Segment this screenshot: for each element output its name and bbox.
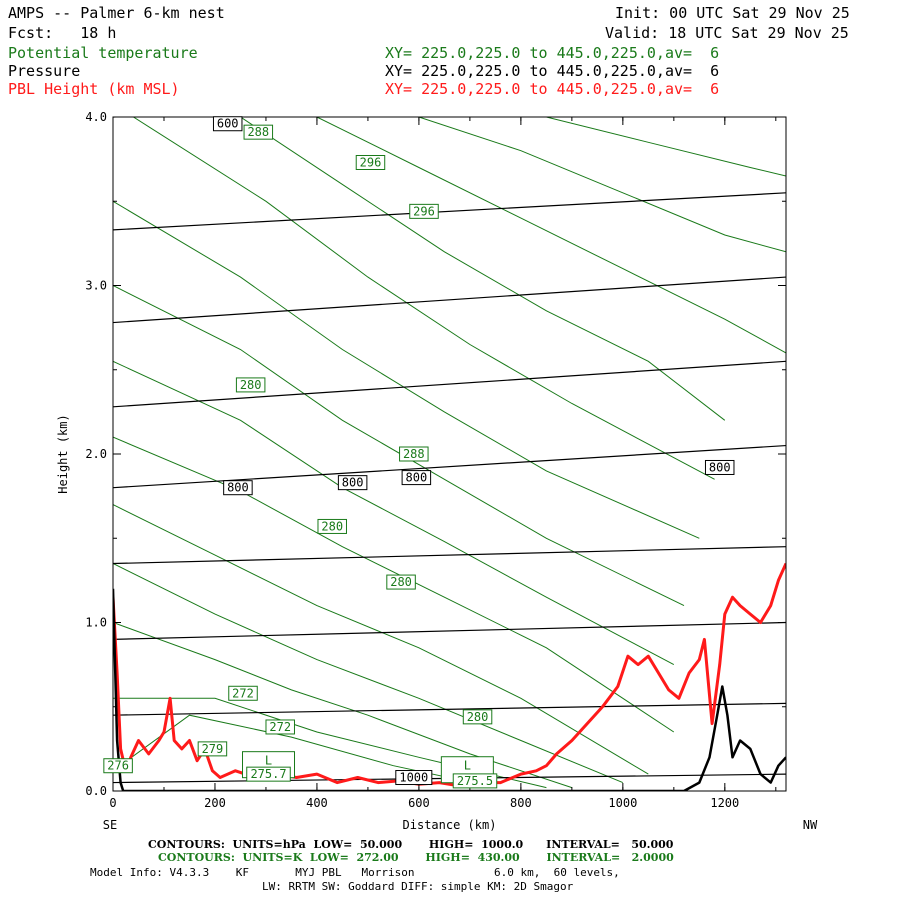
theta-contour-label: 280 bbox=[390, 575, 412, 589]
theta-contour-label-box bbox=[228, 685, 258, 701]
theta-contour-label-box bbox=[197, 741, 228, 757]
x-start-label: SE bbox=[103, 818, 117, 832]
field-xy-pbl: XY= 225.0,225.0 to 445.0,225.0,av= 6 bbox=[385, 80, 720, 98]
pressure-contour-line bbox=[113, 621, 786, 640]
theta-contour-label: 288 bbox=[403, 447, 425, 461]
pressure-contour-label-box bbox=[212, 116, 243, 132]
theta-contour-line bbox=[113, 200, 700, 539]
x-tick-label: 600 bbox=[408, 796, 430, 810]
valid-time: Valid: 18 UTC Sat 29 Nov 25 bbox=[605, 24, 849, 42]
theta-contour-label-box bbox=[399, 446, 429, 462]
theta-contour-label: 272 bbox=[232, 686, 254, 700]
x-axis-label: Distance (km) bbox=[403, 818, 497, 832]
theta-contour-label-box bbox=[265, 719, 295, 735]
y-tick-label: 1.0 bbox=[85, 616, 107, 630]
footer-model-info: Model Info: V4.3.3 KF MYJ PBL Morrison 6… bbox=[90, 866, 620, 879]
field-name-pressure: Pressure bbox=[8, 62, 81, 80]
field-name-pbl: PBL Height (km MSL) bbox=[8, 80, 180, 98]
y-axis-label: Height (km) bbox=[56, 414, 70, 493]
pressure-contour-line bbox=[113, 117, 129, 118]
field-xy-pressure: XY= 225.0,225.0 to 445.0,225.0,av= 6 bbox=[385, 62, 720, 80]
axis-ticks: 0 200 400 600 800 1000 1200 0.0 1.0 2.0 3.0 4.0 bbox=[85, 110, 786, 810]
field-xy-theta: XY= 225.0,225.0 to 445.0,225.0,av= 6 bbox=[385, 44, 720, 62]
terrain-line bbox=[113, 588, 786, 791]
theta-contour-line bbox=[113, 285, 685, 607]
theta-contour-label-box bbox=[452, 773, 498, 789]
x-tick-label: 0 bbox=[109, 796, 116, 810]
theta-contour-line bbox=[316, 117, 786, 354]
pressure-contours bbox=[113, 117, 786, 784]
theta-contour-label: 280 bbox=[467, 710, 489, 724]
theta-contour-line bbox=[546, 117, 786, 177]
x-tick-label: 800 bbox=[510, 796, 532, 810]
x-tick-label: 1200 bbox=[710, 796, 739, 810]
theta-contour-line bbox=[113, 622, 573, 789]
pressure-contour-line bbox=[113, 276, 786, 324]
theta-contour-label-box bbox=[246, 766, 291, 782]
theta-contour-label-box bbox=[386, 574, 416, 590]
theta-contour-label-box bbox=[462, 709, 493, 725]
theta-contour-label: 275.5 bbox=[457, 774, 493, 788]
theta-contour-line bbox=[240, 117, 726, 421]
theta-contour-label-box bbox=[317, 518, 347, 534]
pressure-contour-label: 1000 bbox=[399, 771, 428, 785]
theta-contour-label: 296 bbox=[360, 155, 382, 169]
theta-contour-line bbox=[418, 117, 786, 253]
theta-contour-label: 296 bbox=[413, 204, 435, 218]
theta-contour-label: 279 bbox=[202, 742, 224, 756]
theta-contour-line bbox=[113, 504, 649, 775]
theta-contour-label-box bbox=[243, 124, 274, 140]
forecast-hour: Fcst: 18 h bbox=[8, 24, 117, 42]
theta-contour-label-box bbox=[409, 203, 439, 219]
footer-theta-contours: CONTOURS: UNITS=K LOW= 272.00 HIGH= 430.… bbox=[158, 851, 674, 864]
theta-contour-label: 280 bbox=[321, 519, 343, 533]
pressure-contour-line bbox=[113, 546, 786, 565]
theta-contour-label: 272 bbox=[269, 720, 291, 734]
theta-contour-label: 275.7 bbox=[250, 767, 286, 781]
pressure-contour-label-box bbox=[337, 475, 368, 491]
plot-title: AMPS -- Palmer 6-km nest bbox=[8, 4, 225, 22]
field-name-theta: Potential temperature bbox=[8, 44, 198, 62]
footer-pressure-contours: CONTOURS: UNITS=hPa LOW= 50.000 HIGH= 10… bbox=[148, 838, 674, 851]
init-time: Init: 00 UTC Sat 29 Nov 25 bbox=[615, 4, 850, 22]
pressure-contour-label: 600 bbox=[217, 117, 239, 131]
pressure-contour-line bbox=[113, 360, 786, 408]
theta-contour-label: L bbox=[265, 754, 272, 768]
pressure-contour-label-box bbox=[704, 459, 735, 475]
x-tick-label: 1000 bbox=[608, 796, 637, 810]
theta-contour-label-box bbox=[355, 154, 386, 170]
y-tick-label: 3.0 bbox=[85, 279, 107, 293]
pressure-contour-label: 800 bbox=[709, 460, 731, 474]
theta-contour-label: 280 bbox=[240, 378, 262, 392]
y-tick-label: 0.0 bbox=[85, 784, 107, 798]
y-tick-label: 2.0 bbox=[85, 447, 107, 461]
theta-contour-line bbox=[113, 360, 675, 666]
pressure-contour-label: 800 bbox=[342, 476, 364, 490]
theta-contour-line bbox=[113, 436, 675, 733]
theta-contour-label: 288 bbox=[247, 125, 269, 139]
pressure-contour-label-box bbox=[223, 480, 253, 496]
pressure-contour-line bbox=[113, 192, 786, 231]
theta-contour-label: L bbox=[464, 759, 471, 773]
pressure-contour-label-box bbox=[401, 470, 432, 486]
theta-contour-line bbox=[113, 563, 623, 784]
x-tick-label: 200 bbox=[204, 796, 226, 810]
theta-contour-line bbox=[133, 117, 715, 480]
y-tick-label: 4.0 bbox=[85, 110, 107, 124]
x-end-label: NW bbox=[803, 818, 818, 832]
pressure-contour-line bbox=[113, 444, 786, 489]
theta-contour-label: 276 bbox=[107, 759, 129, 773]
pressure-contour-label: 800 bbox=[227, 481, 249, 495]
pressure-contour-line bbox=[113, 702, 786, 716]
theta-contour-label-box bbox=[103, 758, 133, 774]
pressure-contour-label-box bbox=[395, 770, 433, 786]
theta-contour-label-box bbox=[235, 377, 266, 393]
footer-physics-info: LW: RRTM SW: Goddard DIFF: simple KM: 2D… bbox=[262, 880, 574, 893]
pressure-contour-label: 800 bbox=[406, 471, 428, 485]
x-tick-label: 400 bbox=[306, 796, 328, 810]
